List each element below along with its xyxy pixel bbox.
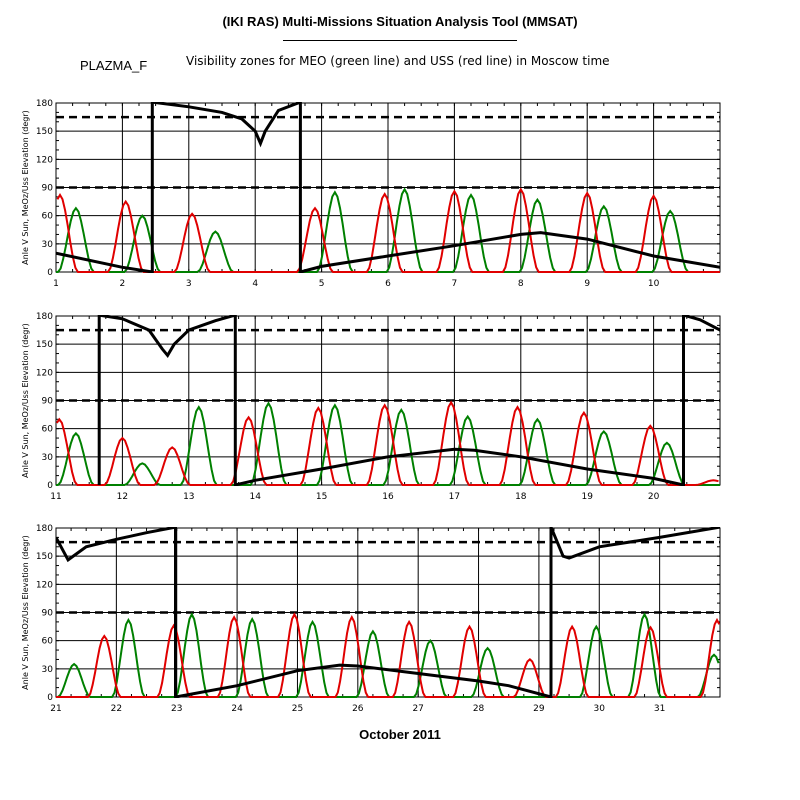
y-tick-label: 120 xyxy=(36,155,53,165)
y-tick-label: 180 xyxy=(36,524,53,534)
y-tick-label: 60 xyxy=(42,212,54,222)
y-tick-label: 180 xyxy=(36,312,53,322)
x-tick-label: 31 xyxy=(654,704,665,714)
y-tick-label: 90 xyxy=(42,184,54,194)
x-tick-label: 2 xyxy=(120,279,126,289)
x-tick-label: 30 xyxy=(594,704,606,714)
y-axis-label: Anle V Sun, MeOz/Uss Elevation (degr) xyxy=(21,323,30,478)
x-tick-label: 19 xyxy=(581,492,593,502)
x-tick-label: 9 xyxy=(584,279,590,289)
y-tick-label: 30 xyxy=(42,240,54,250)
x-tick-label: 24 xyxy=(231,704,243,714)
y-tick-label: 0 xyxy=(47,693,53,703)
meo-visibility-series xyxy=(56,401,720,486)
x-tick-label: 11 xyxy=(50,492,61,502)
x-tick-label: 22 xyxy=(111,704,122,714)
x-tick-label: 5 xyxy=(319,279,325,289)
x-tick-label: 27 xyxy=(412,704,423,714)
x-tick-label: 29 xyxy=(533,704,545,714)
x-tick-label: 1 xyxy=(53,279,59,289)
uss-visibility-series xyxy=(56,612,720,698)
chart-panel-2: 11 12 13 14 15 16 17 18 19 20 0 30 60 90 120 150 180 Anle… xyxy=(21,312,721,502)
sun-angle-series xyxy=(56,527,720,698)
x-tick-label: 8 xyxy=(518,279,524,289)
y-axis-label: Anle V Sun, MeOz/Uss Elevation (degr) xyxy=(21,110,30,265)
x-tick-label: 16 xyxy=(382,492,394,502)
y-tick-label: 150 xyxy=(36,127,53,137)
x-tick-label: 13 xyxy=(183,492,194,502)
y-tick-label: 150 xyxy=(36,552,53,562)
x-tick-label: 6 xyxy=(385,279,391,289)
y-tick-label: 60 xyxy=(42,637,54,647)
y-axis-label: Anle V Sun, MeOz/Uss Elevation (degr) xyxy=(21,535,30,690)
x-tick-label: 3 xyxy=(186,279,192,289)
title-underline xyxy=(283,40,517,41)
y-tick-label: 30 xyxy=(42,665,54,675)
x-tick-label: 28 xyxy=(473,704,485,714)
sun-angle-series xyxy=(97,315,720,486)
x-tick-label: 20 xyxy=(648,492,660,502)
y-tick-label: 0 xyxy=(47,268,53,278)
meo-visibility-series xyxy=(56,612,720,698)
mission-name: PLAZMA_F xyxy=(80,58,148,73)
y-tick-label: 90 xyxy=(42,609,54,619)
y-tick-label: 150 xyxy=(36,340,53,350)
x-tick-label: 25 xyxy=(292,704,303,714)
x-tick-label: 7 xyxy=(452,279,458,289)
page-title: (IKI RAS) Multi-Missions Situation Analy… xyxy=(222,14,578,29)
meo-visibility-series xyxy=(56,187,720,273)
x-tick-label: 10 xyxy=(648,279,660,289)
y-tick-label: 60 xyxy=(42,425,54,435)
x-tick-label: 17 xyxy=(449,492,460,502)
x-tick-label: 26 xyxy=(352,704,364,714)
x-tick-label: 21 xyxy=(50,704,61,714)
x-tick-label: 14 xyxy=(249,492,261,502)
y-tick-label: 30 xyxy=(42,453,54,463)
chart-subtitle: Visibility zones for MEO (green line) an… xyxy=(186,54,610,68)
y-tick-label: 180 xyxy=(36,99,53,109)
y-tick-label: 120 xyxy=(36,580,53,590)
chart-panel-3: 21 22 23 24 25 26 27 28 29 30 31 0 30 60 90 120 150 180 An… xyxy=(21,524,721,714)
uss-visibility-series xyxy=(56,400,719,486)
x-tick-label: 12 xyxy=(117,492,128,502)
sun-angle-series xyxy=(56,102,720,273)
y-tick-label: 0 xyxy=(47,481,53,491)
x-tick-label: 15 xyxy=(316,492,327,502)
x-tick-label: 23 xyxy=(171,704,182,714)
y-tick-label: 90 xyxy=(42,397,54,407)
uss-visibility-series xyxy=(56,187,720,273)
x-tick-label: 4 xyxy=(252,279,258,289)
x-tick-label: 18 xyxy=(515,492,527,502)
month-label: October 2011 xyxy=(359,727,441,742)
y-tick-label: 120 xyxy=(36,368,53,378)
chart-panel-1: 1 2 3 4 5 6 7 8 9 10 0 30 60 90 120 150 180 Anle V Sun, M… xyxy=(21,99,721,289)
